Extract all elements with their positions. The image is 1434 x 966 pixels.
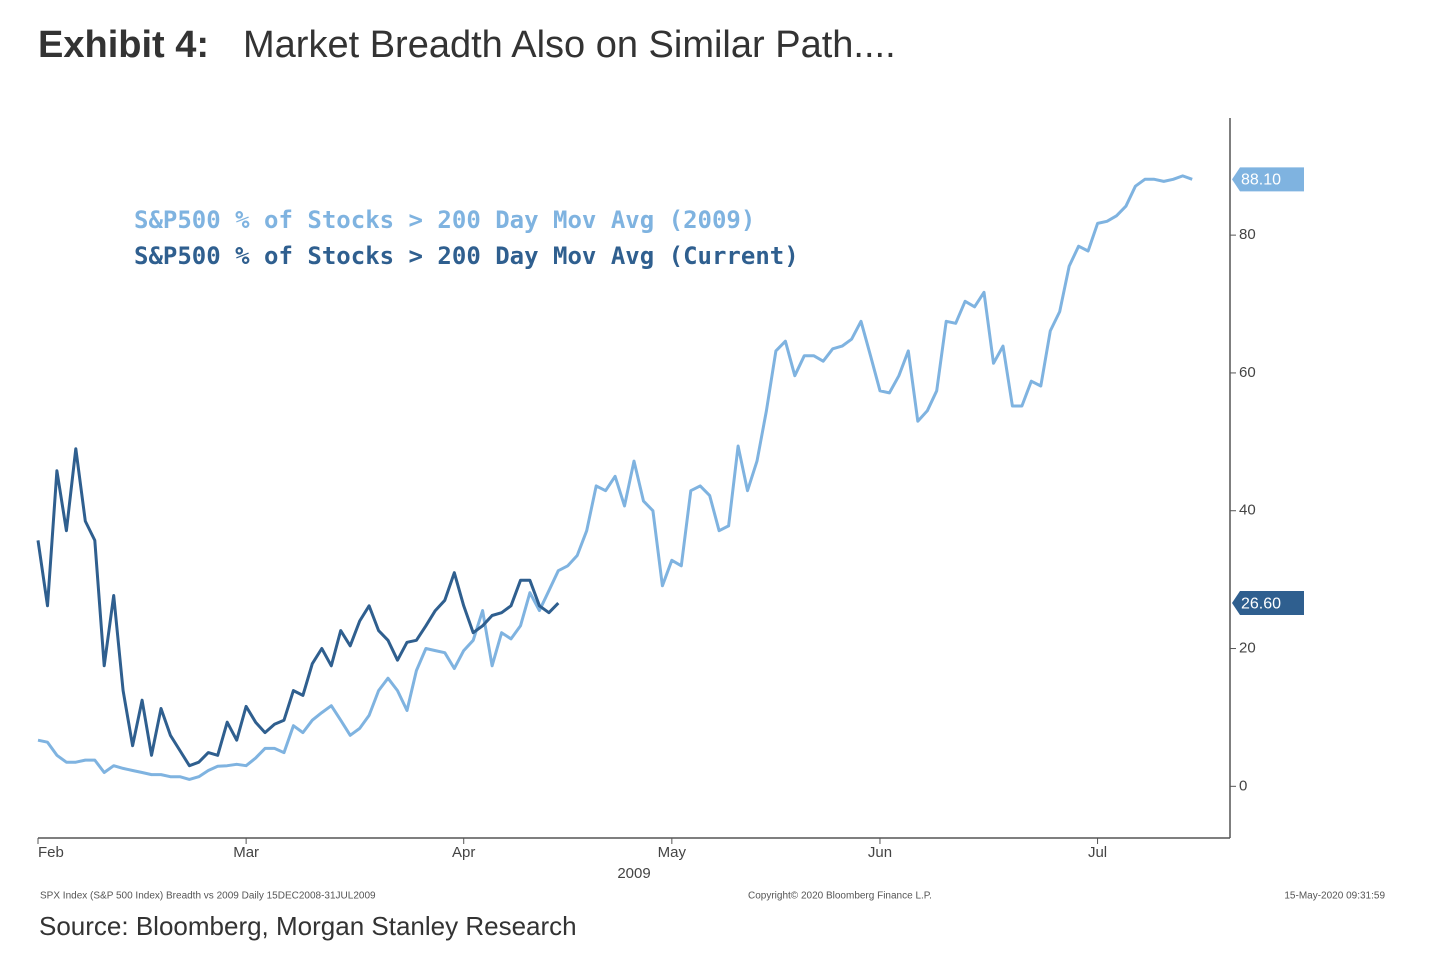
y-tick-label: 80 (1239, 226, 1256, 243)
footnote: SPX Index (S&P 500 Index) Breadth vs 200… (40, 891, 376, 902)
title-label: Exhibit 4: (38, 24, 209, 66)
last-value-label: 88.10 (1241, 172, 1281, 189)
x-tick-label: Jul (1088, 844, 1107, 861)
last-value-tag (1232, 591, 1304, 616)
legend-entry: S&P500 % of Stocks > 200 Day Mov Avg (Cu… (134, 242, 799, 270)
footnote: Copyright© 2020 Bloomberg Finance L.P. (748, 891, 932, 902)
footnote: 15-May-2020 09:31:59 (1284, 891, 1385, 902)
x-axis-label: 2009 (617, 865, 650, 882)
y-tick-label: 40 (1239, 502, 1256, 519)
y-tick-label: 60 (1239, 364, 1256, 381)
chart-title: Market Breadth Also on Similar Path.... (243, 24, 896, 66)
last-value-tag (1232, 167, 1304, 192)
x-tick-label: Feb (38, 844, 64, 861)
y-tick-label: 20 (1239, 639, 1256, 656)
x-tick-label: Apr (452, 844, 475, 861)
legend-entry: S&P500 % of Stocks > 200 Day Mov Avg (20… (134, 206, 755, 234)
x-tick-label: May (658, 844, 687, 861)
last-value-label: 26.60 (1241, 595, 1281, 612)
y-tick-label: 0 (1239, 777, 1247, 794)
source: Source: Bloomberg, Morgan Stanley Resear… (39, 911, 577, 941)
series-line (36, 447, 560, 768)
series-line (37, 174, 1193, 781)
x-tick-label: Mar (233, 844, 259, 861)
x-tick-label: Jun (868, 844, 892, 861)
